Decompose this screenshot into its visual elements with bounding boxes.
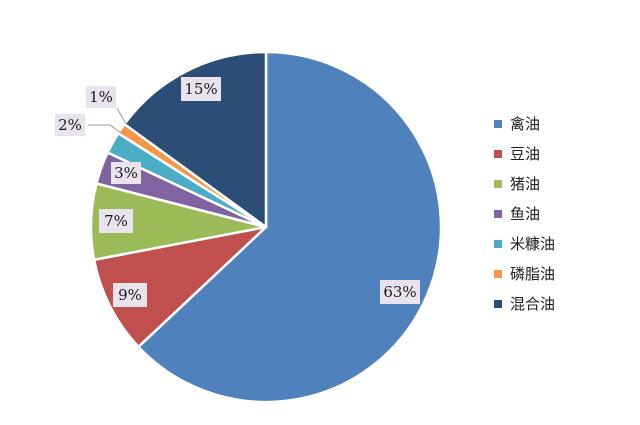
pie-slice xyxy=(137,50,443,404)
legend-swatch xyxy=(494,120,502,128)
legend-item: 猪油 xyxy=(494,175,540,193)
data-label-text: 1% xyxy=(89,88,113,106)
legend-label: 混合油 xyxy=(510,295,555,313)
data-label-box xyxy=(111,162,141,184)
legend-item: 禽油 xyxy=(494,115,540,133)
data-label: 9% xyxy=(113,283,147,307)
legend-label: 鱼油 xyxy=(510,205,540,223)
legend-swatch xyxy=(494,270,502,278)
pie-slice xyxy=(123,50,268,229)
data-label-text: 15% xyxy=(184,80,217,98)
data-label: 2% xyxy=(55,114,85,136)
data-label-text: 3% xyxy=(114,164,138,182)
legend-item: 米糠油 xyxy=(494,235,555,253)
legend-item: 混合油 xyxy=(494,295,555,313)
legend-swatch xyxy=(494,240,502,248)
legend-swatch xyxy=(494,180,502,188)
data-label-box xyxy=(99,209,133,233)
legend-swatch xyxy=(494,150,502,158)
legend-item: 鱼油 xyxy=(494,205,540,223)
data-label-box xyxy=(181,77,221,101)
data-label-text: 63% xyxy=(383,283,416,301)
legend-item: 豆油 xyxy=(494,145,540,163)
data-label-text: 9% xyxy=(118,286,142,304)
legend-label: 磷脂油 xyxy=(510,265,555,283)
pie-slice xyxy=(92,225,268,349)
data-label-box xyxy=(86,86,116,108)
legend-label: 猪油 xyxy=(510,175,540,193)
leader-line xyxy=(88,124,122,134)
leader-lines-layer xyxy=(88,107,127,134)
data-label: 63% xyxy=(380,280,420,304)
leader-line xyxy=(116,107,127,125)
data-label-box xyxy=(380,280,420,304)
data-label: 3% xyxy=(111,162,141,184)
data-label: 7% xyxy=(99,209,133,233)
legend-swatch xyxy=(494,300,502,308)
legend-label: 禽油 xyxy=(510,115,540,133)
data-label: 15% xyxy=(181,77,221,101)
legend-item: 磷脂油 xyxy=(494,265,555,283)
data-labels-layer: 63% 9% 7% 3% 2% 1% 15% xyxy=(55,77,420,307)
slices-layer xyxy=(89,50,443,404)
data-label: 1% xyxy=(86,86,116,108)
legend-label: 豆油 xyxy=(510,145,540,163)
legend-swatch xyxy=(494,210,502,218)
data-label-box xyxy=(55,114,85,136)
data-label-box xyxy=(113,283,147,307)
data-label-text: 2% xyxy=(58,116,82,134)
legend-label: 米糠油 xyxy=(510,235,555,253)
data-label-text: 7% xyxy=(104,212,128,230)
